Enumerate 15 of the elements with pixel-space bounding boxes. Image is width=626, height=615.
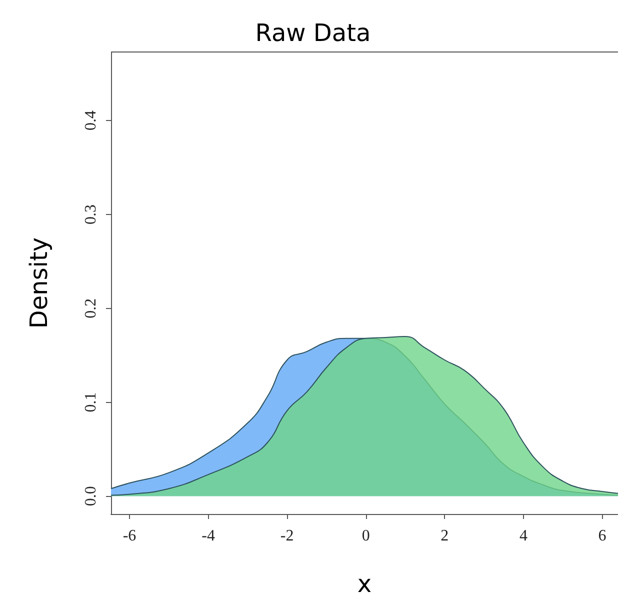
x-tick-label: -4 [202, 528, 215, 544]
y-tick-label: 0.2 [82, 298, 100, 318]
x-axis-title: x [357, 570, 372, 598]
x-tick-label: 6 [598, 528, 606, 544]
y-tick-label: 0.3 [82, 204, 100, 224]
y-tick-label: 0.0 [82, 486, 100, 506]
chart-title: Raw Data [255, 19, 371, 47]
x-tick-label: 2 [440, 528, 449, 544]
y-tick-label: 0.4 [82, 110, 100, 131]
x-tick-label: 0 [362, 528, 370, 544]
y-tick-label: 0.1 [82, 392, 100, 412]
x-tick-label: -2 [280, 528, 294, 544]
y-axis-title: Density [25, 237, 53, 329]
x-tick-label: 4 [519, 528, 528, 544]
x-tick-label: -6 [122, 528, 136, 544]
